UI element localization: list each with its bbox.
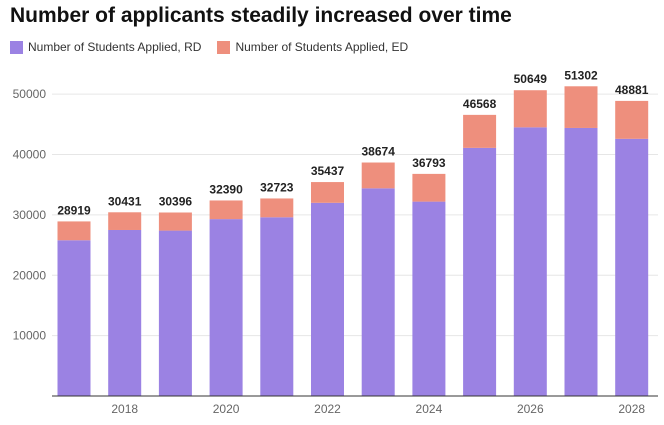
bar-segment-ed xyxy=(260,198,294,218)
bar-segment-rd xyxy=(564,127,598,396)
y-tick-label: 10000 xyxy=(13,329,47,343)
bar-total-label: 51302 xyxy=(564,68,598,82)
x-tick-label: 2024 xyxy=(416,402,443,416)
bar-segment-ed xyxy=(158,212,192,231)
bar-total-label: 30396 xyxy=(159,194,193,208)
bar-segment-ed xyxy=(57,221,91,241)
bar-total-label: 28919 xyxy=(57,203,91,217)
y-tick-label: 20000 xyxy=(13,268,47,282)
legend-item-rd: Number of Students Applied, RD xyxy=(10,40,201,54)
bar-segment-rd xyxy=(463,147,497,396)
bar-segment-ed xyxy=(361,162,395,189)
legend-label-rd: Number of Students Applied, RD xyxy=(28,40,202,54)
x-tick-label: 2022 xyxy=(314,402,341,416)
x-tick-label: 2018 xyxy=(111,402,138,416)
y-tick-label: 30000 xyxy=(13,208,47,222)
bar-total-label: 35437 xyxy=(311,164,345,178)
bar-segment-ed xyxy=(412,173,446,202)
bar-segment-rd xyxy=(57,240,91,396)
bar-segment-ed xyxy=(463,114,497,148)
x-tick-label: 2020 xyxy=(213,402,240,416)
bar-segment-ed xyxy=(564,86,598,128)
y-tick-label: 40000 xyxy=(13,148,47,162)
x-tick-label: 2028 xyxy=(618,402,645,416)
bar-segment-ed xyxy=(513,90,547,128)
bar-segment-rd xyxy=(260,217,294,396)
bar-segment-rd xyxy=(311,202,344,396)
bar-total-label: 50649 xyxy=(514,72,548,86)
bar-segment-ed xyxy=(209,200,243,220)
bar-total-label: 32390 xyxy=(209,182,243,196)
bar-segment-ed xyxy=(311,182,344,203)
legend-swatch-ed xyxy=(217,40,231,54)
bar-segment-rd xyxy=(615,138,649,397)
bar-segment-rd xyxy=(361,188,395,396)
bar-total-label: 46568 xyxy=(463,97,497,111)
bar-segment-ed xyxy=(615,100,649,139)
bar-total-label: 32723 xyxy=(260,180,294,194)
bar-total-label: 30431 xyxy=(108,194,142,208)
bar-total-label: 38674 xyxy=(362,145,396,159)
bar-segment-rd xyxy=(513,127,547,396)
bar-segment-ed xyxy=(108,212,142,230)
x-tick-label: 2026 xyxy=(517,402,544,416)
bar-segment-rd xyxy=(412,201,446,396)
legend-label-ed: Number of Students Applied, ED xyxy=(235,40,409,54)
bar-total-label: 48881 xyxy=(615,83,649,97)
chart-title: Number of applicants steadily increased … xyxy=(10,4,512,27)
bar-segment-rd xyxy=(158,230,192,396)
y-tick-label: 50000 xyxy=(13,87,47,101)
bar-segment-rd xyxy=(209,219,243,396)
legend: Number of Students Applied, RD Number of… xyxy=(10,40,424,54)
bar-segment-rd xyxy=(108,229,142,396)
bar-total-label: 36793 xyxy=(412,156,446,170)
legend-swatch-rd xyxy=(10,40,23,54)
legend-item-ed: Number of Students Applied, ED xyxy=(217,40,408,54)
